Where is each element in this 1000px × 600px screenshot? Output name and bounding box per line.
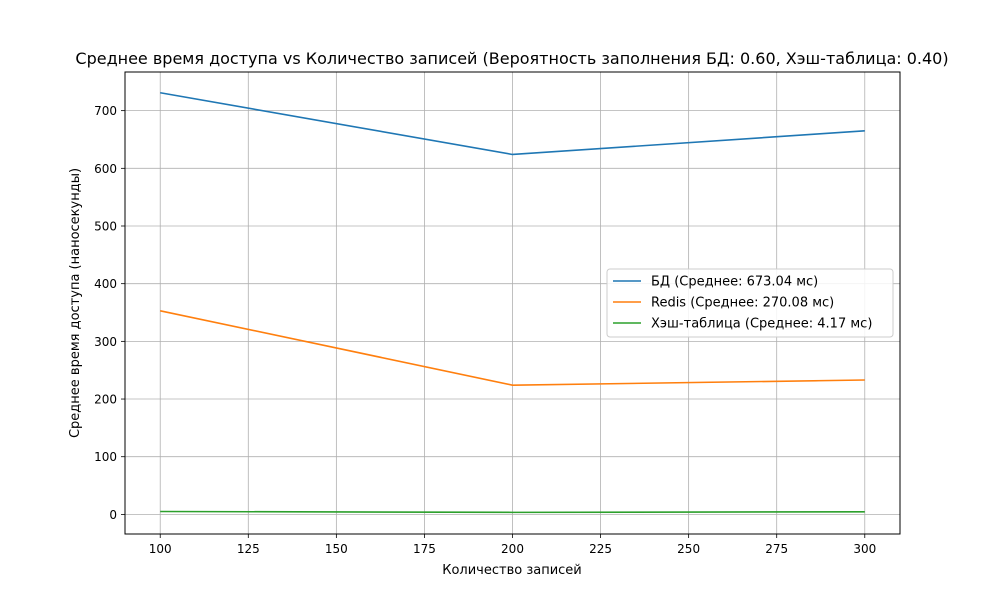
- y-tick-label: 100: [94, 450, 117, 464]
- chart-title: Среднее время доступа vs Количество запи…: [75, 49, 948, 68]
- y-axis-label: Среднее время доступа (наносекунды): [68, 168, 83, 438]
- x-tick-label: 275: [765, 542, 788, 556]
- x-tick-label: 175: [413, 542, 436, 556]
- x-tick-label: 100: [149, 542, 172, 556]
- legend-label: БД (Среднее: 673.04 мс): [651, 275, 818, 290]
- y-tick-label: 700: [94, 104, 117, 118]
- legend-box: [606, 268, 894, 338]
- y-tick-label: 200: [94, 393, 117, 407]
- x-axis-label: Количество записей: [442, 563, 582, 578]
- y-tick-label: 300: [94, 335, 117, 349]
- y-tick-label: 600: [94, 162, 117, 176]
- series-line-1: [160, 310, 865, 386]
- x-tick-label: 300: [853, 542, 876, 556]
- legend-label: Хэш-таблица (Среднее: 4.17 мс): [651, 317, 872, 332]
- series-line-0: [160, 91, 865, 156]
- y-axis: 0 100 200 300 400 500 600 700: [94, 104, 125, 522]
- y-tick-label: 400: [94, 277, 117, 291]
- legend: БД (Среднее: 673.04 мс) Redis (Среднее: 2…: [606, 268, 894, 338]
- x-tick-label: 200: [501, 542, 524, 556]
- series-lines: [160, 91, 865, 514]
- legend-label: Redis (Среднее: 270.08 мс): [651, 296, 834, 311]
- x-tick-label: 125: [237, 542, 260, 556]
- y-tick-label: 0: [109, 508, 117, 522]
- series-line-2: [160, 510, 865, 514]
- x-tick-label: 225: [589, 542, 612, 556]
- x-axis: 100 125 150 175 200 225 250 275 300: [149, 534, 876, 556]
- x-tick-label: 250: [677, 542, 700, 556]
- y-tick-label: 500: [94, 220, 117, 234]
- x-tick-label: 150: [325, 542, 348, 556]
